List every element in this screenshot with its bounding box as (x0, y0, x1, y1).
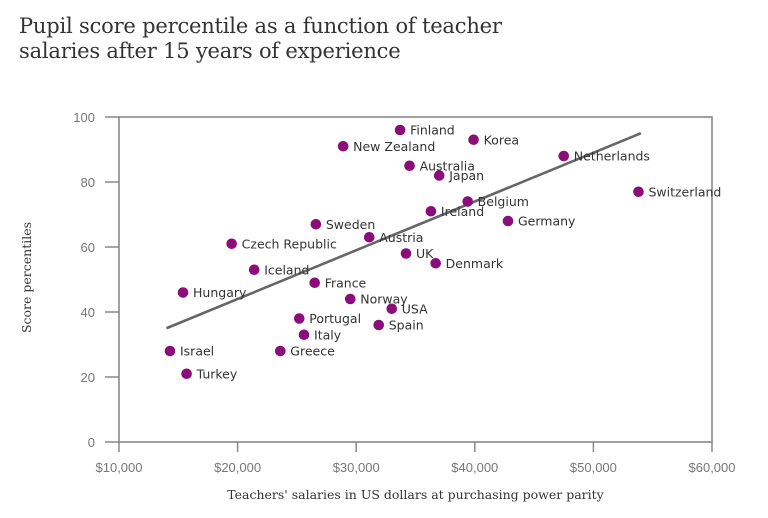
data-point-turkey (181, 368, 192, 380)
data-point-belgium (462, 196, 473, 207)
data-point-australia (404, 160, 415, 172)
data-point-italy (298, 329, 310, 341)
point-label: Turkey (196, 366, 238, 381)
point-label: Switzerland (648, 184, 721, 199)
data-point-greece (274, 345, 286, 357)
data-point-iceland (248, 264, 260, 276)
x-tick-label: $60,000 (689, 460, 736, 475)
data-point-new-zealand (337, 140, 349, 152)
point-label: Hungary (193, 285, 247, 300)
point-label: Finland (410, 123, 455, 138)
point-label: Belgium (478, 194, 529, 209)
point-label: Sweden (326, 217, 375, 232)
y-tick-label: 60 (81, 240, 95, 255)
x-tick-label: $20,000 (214, 460, 261, 475)
data-point-sweden (310, 218, 322, 230)
data-point-israel (164, 345, 176, 357)
x-axis-title: Teachers' salaries in US dollars at purc… (227, 487, 604, 502)
x-tick-label: $40,000 (451, 460, 498, 475)
data-point-netherlands (558, 150, 570, 162)
data-point-czech-republic (226, 238, 237, 250)
point-label: New Zealand (353, 139, 435, 154)
y-tick-label: 40 (81, 305, 95, 320)
data-point-france (309, 277, 320, 289)
chart-title: Pupil score percentile as a function of … (19, 14, 502, 64)
y-tick-label: 80 (81, 175, 95, 190)
y-axis-title: Score percentiles (19, 222, 34, 333)
data-point-japan (433, 170, 445, 181)
data-point-norway (344, 293, 356, 305)
point-label: Israel (180, 344, 214, 359)
y-tick-label: 20 (81, 370, 95, 385)
point-label: Italy (314, 327, 342, 342)
point-label: Australia (420, 158, 475, 173)
point-label: Denmark (446, 256, 504, 271)
data-point-korea (468, 134, 479, 146)
data-point-ireland (425, 205, 437, 217)
data-point-germany (502, 215, 514, 227)
point-label: Czech Republic (242, 236, 337, 251)
y-tick-label: 0 (88, 435, 95, 450)
point-label: Norway (360, 292, 408, 307)
point-label: Ireland (441, 204, 484, 219)
data-point-switzerland (633, 186, 644, 198)
x-tick-label: $50,000 (570, 460, 617, 475)
data-point-uk (400, 248, 412, 259)
point-label: Austria (379, 230, 423, 245)
point-label: Japan (448, 168, 484, 183)
point-label: Iceland (264, 262, 309, 277)
x-tick-label: $30,000 (333, 460, 380, 475)
x-tick-label: $10,000 (96, 460, 143, 475)
point-label: Greece (290, 344, 335, 359)
data-point-austria (363, 231, 375, 243)
trend-line (165, 132, 642, 330)
data-point-hungary (177, 287, 189, 298)
point-label: USA (402, 301, 428, 316)
chart-title-line2: salaries after 15 years of experience (19, 39, 401, 63)
data-point-finland (394, 124, 406, 136)
point-label: UK (416, 246, 434, 261)
data-point-portugal (293, 313, 305, 324)
point-label: Netherlands (574, 149, 650, 164)
point-label: Germany (518, 214, 576, 229)
plot-frame (118, 116, 713, 443)
data-point-usa (386, 303, 398, 315)
point-label: Korea (484, 132, 519, 147)
data-point-spain (373, 319, 385, 331)
point-label: France (325, 275, 367, 290)
data-point-denmark (430, 257, 441, 269)
point-label: Portugal (309, 311, 361, 326)
y-tick-label: 100 (73, 110, 95, 125)
point-label: Spain (389, 318, 424, 333)
chart-title-line1: Pupil score percentile as a function of … (19, 14, 502, 38)
